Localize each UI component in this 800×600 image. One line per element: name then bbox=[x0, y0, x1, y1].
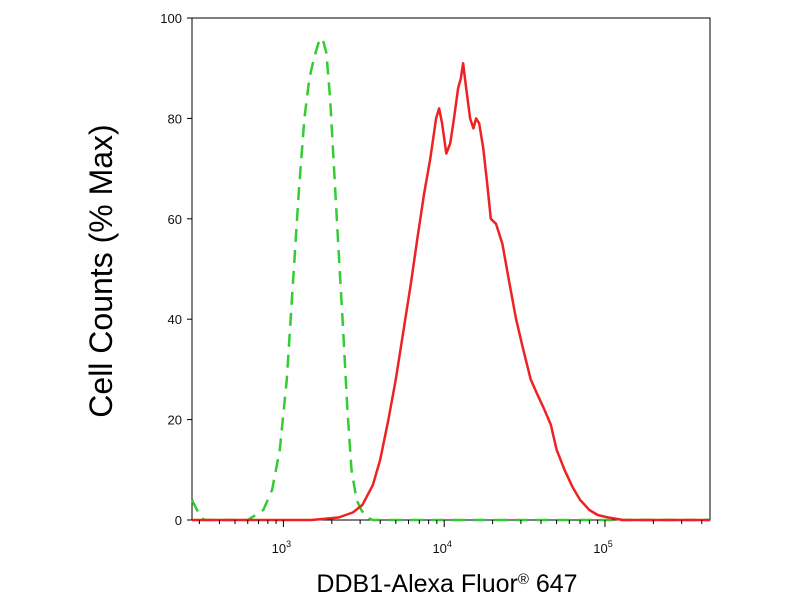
x-tick-label: 104 bbox=[432, 539, 451, 556]
x-tick-label: 105 bbox=[593, 539, 612, 556]
series-layer bbox=[190, 36, 710, 522]
x-tick-label: 103 bbox=[272, 539, 291, 556]
x-axis-label-main: DDB1-Alexa Fluor bbox=[316, 570, 517, 598]
x-axis-label: DDB1-Alexa Fluor® 647 bbox=[316, 570, 577, 598]
x-axis-label-registered: ® bbox=[518, 571, 529, 588]
y-tick-label: 100 bbox=[160, 11, 182, 26]
y-axis-label: Cell Counts (% Max) bbox=[83, 124, 119, 417]
plot-area-border bbox=[191, 17, 711, 521]
series-line-solid bbox=[192, 61, 710, 522]
y-tick-label: 60 bbox=[168, 212, 182, 227]
y-tick-label: 80 bbox=[168, 111, 182, 126]
plot-frame bbox=[191, 17, 711, 521]
y-tick-label: 40 bbox=[168, 312, 182, 327]
y-tick-label: 20 bbox=[168, 413, 182, 428]
ticks-layer: 0 20 40 60 80 100 103 104 105 bbox=[160, 11, 703, 556]
y-tick-label: 0 bbox=[175, 513, 182, 528]
series-line-dashed bbox=[190, 36, 710, 522]
x-axis-label-suffix: 647 bbox=[529, 570, 578, 598]
